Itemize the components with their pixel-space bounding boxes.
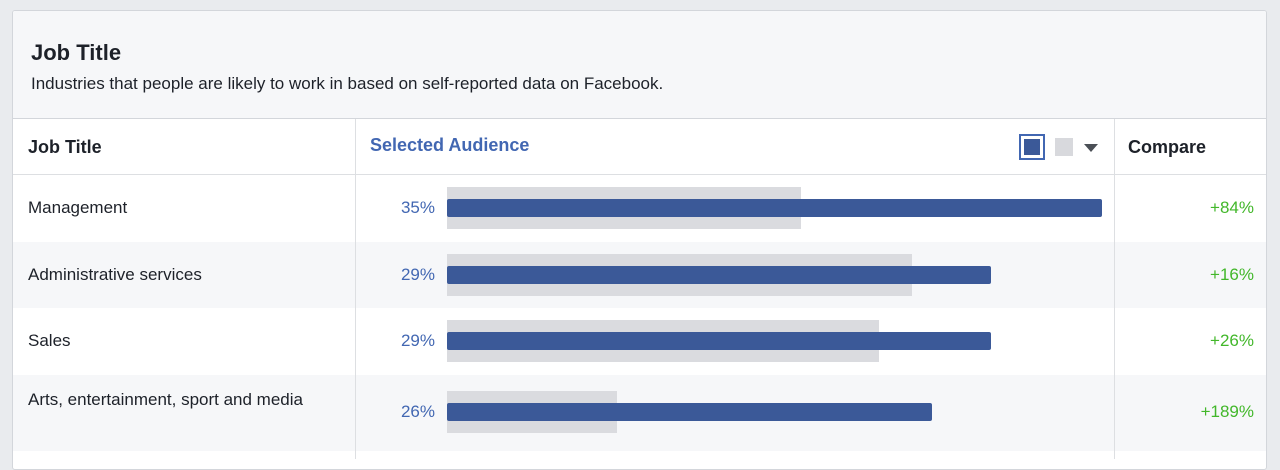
card-header: Job Title Industries that people are lik…: [13, 11, 1266, 119]
row-job-title: Sales: [28, 331, 71, 350]
row-compare-value: +84%: [1210, 198, 1254, 217]
selected-swatch-icon: [1024, 139, 1040, 155]
table-header: Job Title Selected Audience Compare: [13, 119, 1266, 175]
row-job-title: Administrative services: [28, 265, 202, 284]
row-bar-track: [447, 320, 1102, 362]
row-job-title: Arts, entertainment, sport and media: [28, 390, 303, 409]
row-selected-percent: 29%: [400, 331, 435, 350]
column-header-job-title: Job Title: [28, 137, 102, 157]
row-compare-value: +189%: [1200, 402, 1254, 421]
compare-swatch-toggle[interactable]: [1055, 138, 1073, 156]
row-selected-percent: 35%: [400, 198, 435, 217]
selected-audience-bar: [447, 199, 1102, 217]
row-bar-track: [447, 187, 1102, 229]
selected-audience-toggle[interactable]: [1019, 134, 1045, 160]
table-row: Sales 29% +26%: [13, 308, 1266, 375]
column-divider: [1114, 119, 1115, 459]
row-compare-value: +26%: [1210, 331, 1254, 350]
row-compare-value: +16%: [1210, 265, 1254, 284]
card-subtitle: Industries that people are likely to wor…: [31, 74, 664, 93]
row-job-title: Management: [28, 198, 128, 217]
row-bar-track: [447, 391, 1102, 433]
column-header-compare: Compare: [1128, 137, 1207, 157]
row-selected-percent: 26%: [400, 402, 435, 421]
row-bar-track: [447, 254, 1102, 296]
table-row: Administrative services 29% +16%: [13, 242, 1266, 308]
selected-audience-bar: [447, 266, 991, 284]
column-header-selected-audience[interactable]: Selected Audience: [370, 135, 530, 155]
column-divider: [355, 119, 356, 459]
table-row: Management 35% +84%: [13, 175, 1266, 242]
table-row: Arts, entertainment, sport and media 26% +…: [13, 375, 1266, 451]
selected-audience-bar: [447, 332, 991, 350]
caret-down-icon[interactable]: [1084, 144, 1098, 152]
job-title-card: Job Title Industries that people are lik…: [12, 10, 1267, 470]
row-selected-percent: 29%: [400, 265, 435, 284]
card-title: Job Title: [31, 40, 122, 65]
selected-audience-bar: [447, 403, 932, 421]
